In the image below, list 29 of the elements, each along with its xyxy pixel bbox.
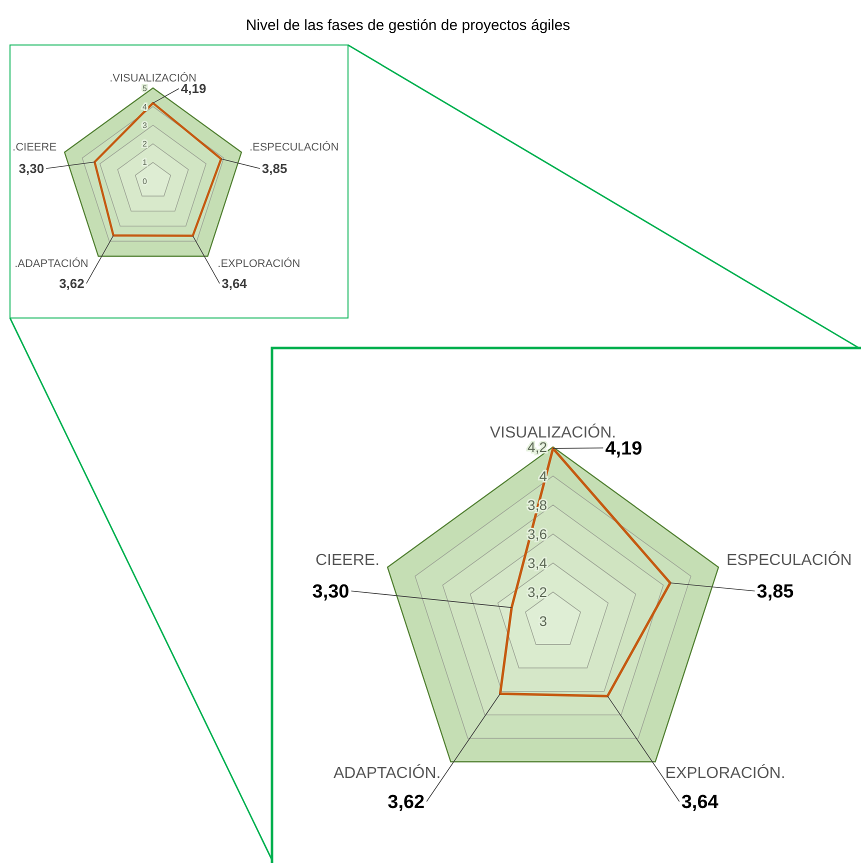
data-label: 3,64 xyxy=(222,276,248,292)
data-label: 3,85 xyxy=(756,582,794,603)
y-tick-label: 4,2 xyxy=(528,438,548,455)
y-tick-label: 3,2 xyxy=(528,584,548,600)
spoke-label: ADAPTACIÓN. xyxy=(333,764,441,782)
y-tick-label: 0 xyxy=(142,176,148,186)
data-label: 3,30 xyxy=(18,161,44,176)
data-label: 3,62 xyxy=(59,276,84,292)
spoke-label: .ADAPTACIÓN xyxy=(14,257,88,270)
data-label: 3,62 xyxy=(388,792,425,814)
y-tick-label: 3,4 xyxy=(528,554,548,571)
spoke-label: .EXPLORACIÓN xyxy=(218,257,300,270)
data-label: 3,30 xyxy=(312,582,350,603)
y-tick-label: 4 xyxy=(142,102,148,112)
y-tick-label: 2 xyxy=(142,140,148,149)
y-tick-label: 3 xyxy=(539,612,548,629)
spoke-label: VISUALIZACIÓN. xyxy=(490,423,616,442)
spoke-label: CIEERE. xyxy=(316,552,380,570)
data-label: 3,85 xyxy=(262,161,288,176)
y-tick-label: 3 xyxy=(142,121,148,130)
spoke-label: .ESPECULACIÓN xyxy=(249,140,339,154)
y-tick-label: 5 xyxy=(142,84,148,93)
data-label: 4,19 xyxy=(605,438,642,460)
spoke-label: ESPECULACIÓN xyxy=(726,551,852,570)
spoke-label: .CIEERE xyxy=(12,141,57,154)
spoke-label: EXPLORACIÓN. xyxy=(665,764,786,782)
data-label: 3,64 xyxy=(681,792,719,814)
y-tick-label: 1 xyxy=(142,158,148,168)
text: Nivel de las fases de gestión de proyectos ágiles xyxy=(246,17,570,34)
